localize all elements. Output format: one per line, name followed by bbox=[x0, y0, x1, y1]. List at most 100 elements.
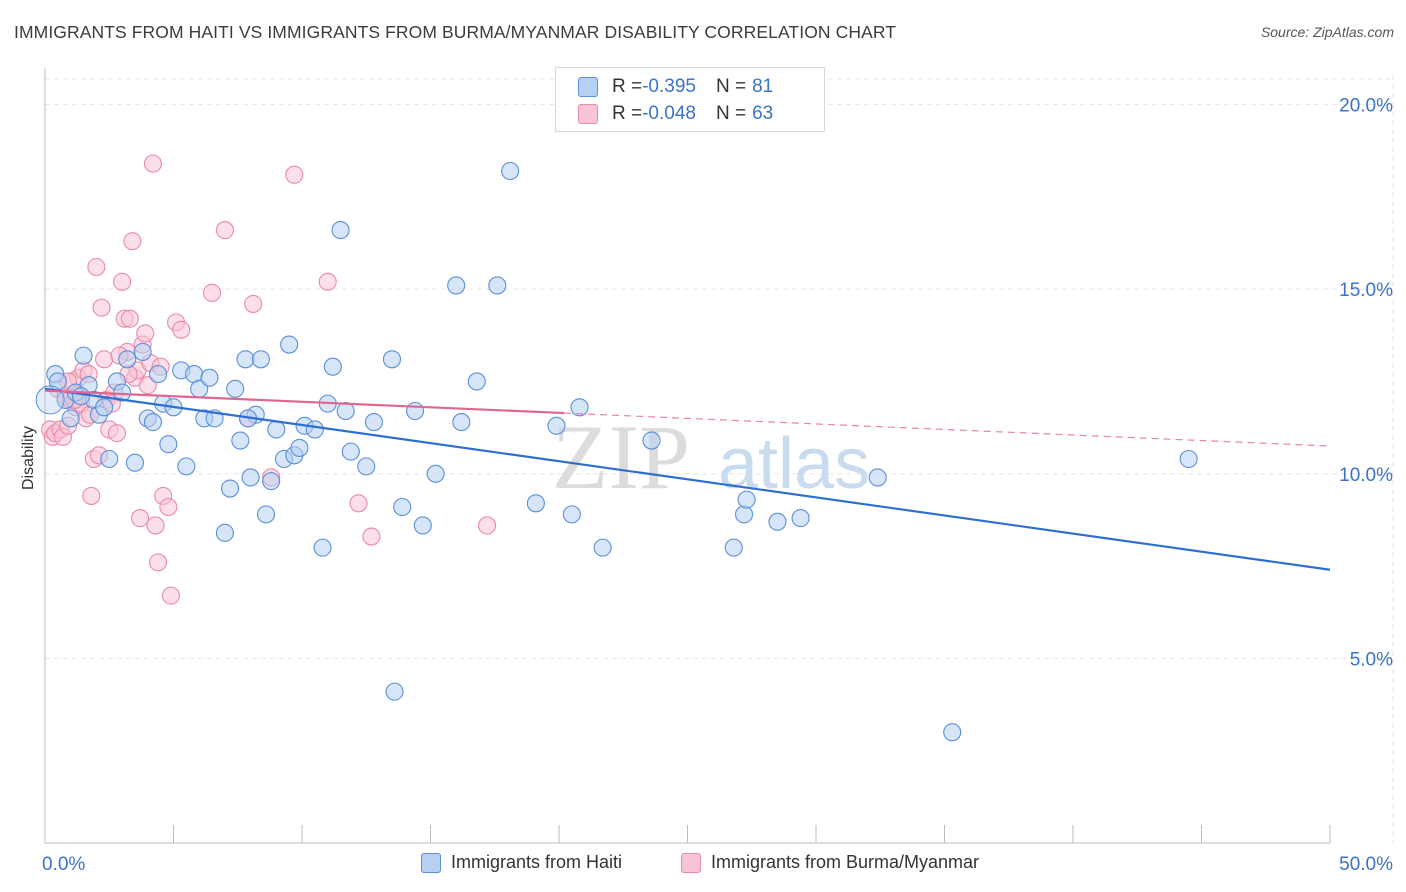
haiti-point-73 bbox=[737, 490, 756, 509]
haiti-point-71 bbox=[724, 538, 743, 557]
haiti-point-37 bbox=[256, 505, 276, 524]
burma-point-46 bbox=[143, 154, 162, 173]
haiti-point-10 bbox=[100, 449, 119, 469]
haiti-point-74 bbox=[768, 512, 787, 531]
haiti-point-45 bbox=[305, 420, 324, 439]
burma-point-45 bbox=[172, 320, 191, 339]
haiti-point-12 bbox=[113, 383, 132, 402]
burma-point-50 bbox=[244, 294, 263, 313]
haiti-point-13 bbox=[118, 350, 137, 369]
burma-point-20 bbox=[92, 298, 111, 317]
haiti-point-9 bbox=[95, 398, 114, 417]
haiti-point-33 bbox=[236, 350, 255, 369]
haiti-point-55 bbox=[385, 682, 404, 701]
legend-burma-swatch bbox=[681, 852, 701, 873]
trend-lines bbox=[44, 387, 1331, 571]
haiti-point-18 bbox=[149, 365, 168, 384]
grid-lines bbox=[45, 75, 1394, 843]
haiti-point-30 bbox=[220, 479, 240, 498]
legend-burma-label: Immigrants from Burma/Myanmar bbox=[711, 852, 980, 872]
haiti-r-value: -0.395 bbox=[642, 76, 696, 97]
haiti-point-17 bbox=[143, 413, 162, 432]
haiti-point-78 bbox=[1179, 449, 1198, 469]
legend-item-burma[interactable]: Immigrants from Burma/Myanmar bbox=[681, 852, 979, 873]
burma-point-53 bbox=[318, 272, 337, 291]
burma-swatch bbox=[578, 104, 598, 124]
x-tick-label-max: 50.0% bbox=[1339, 854, 1393, 875]
haiti-point-15 bbox=[133, 342, 152, 361]
burma-point-21 bbox=[95, 350, 114, 369]
chart-title: IMMIGRANTS FROM HAITI VS IMMIGRANTS FROM… bbox=[14, 22, 897, 42]
burma-point-47 bbox=[203, 283, 222, 302]
haiti-point-23 bbox=[177, 457, 196, 476]
watermark-zip: ZIP bbox=[552, 406, 690, 508]
haiti-point-27 bbox=[200, 368, 219, 387]
haiti-point-57 bbox=[406, 401, 425, 421]
haiti-point-36 bbox=[251, 350, 270, 369]
burma-point-26 bbox=[113, 272, 132, 291]
haiti-point-64 bbox=[501, 161, 520, 181]
correlation-stats-box: R = -0.395 N = 81 R = -0.048 N = 63 bbox=[555, 67, 825, 132]
burma-trend-line-solid bbox=[44, 389, 565, 415]
haiti-point-38 bbox=[262, 472, 281, 491]
axes bbox=[44, 68, 1331, 844]
burma-n-label: N = bbox=[715, 103, 747, 124]
haiti-point-31 bbox=[226, 379, 245, 398]
series-haiti-points bbox=[35, 161, 1198, 742]
burma-point-42 bbox=[159, 497, 178, 517]
haiti-point-63 bbox=[488, 276, 507, 295]
x-tick-label-min: 0.0% bbox=[42, 854, 85, 875]
haiti-point-67 bbox=[562, 505, 581, 524]
haiti-point-68 bbox=[570, 398, 589, 417]
legend-haiti-label: Immigrants from Haiti bbox=[451, 852, 623, 872]
chart-legend: Immigrants from Haiti Immigrants from Bu… bbox=[0, 852, 1406, 878]
watermark-atlas: atlas bbox=[718, 424, 870, 504]
haiti-point-77 bbox=[943, 723, 962, 742]
haiti-point-20 bbox=[159, 435, 178, 454]
burma-point-25 bbox=[107, 424, 127, 443]
haiti-point-65 bbox=[526, 494, 545, 513]
haiti-point-14 bbox=[125, 453, 144, 472]
legend-item-haiti[interactable]: Immigrants from Haiti bbox=[421, 852, 622, 873]
burma-point-16 bbox=[82, 486, 101, 505]
burma-point-52 bbox=[285, 165, 304, 184]
y-tick-label-1: 10.0% bbox=[1339, 465, 1393, 486]
haiti-point-49 bbox=[331, 221, 350, 240]
haiti-point-48 bbox=[323, 357, 342, 376]
burma-point-33 bbox=[131, 509, 150, 528]
haiti-point-5 bbox=[74, 346, 93, 365]
haiti-point-56 bbox=[393, 497, 412, 517]
burma-point-36 bbox=[138, 376, 157, 395]
haiti-swatch bbox=[578, 77, 598, 97]
haiti-trend-line bbox=[44, 387, 1331, 571]
burma-point-18 bbox=[87, 257, 106, 277]
haiti-point-76 bbox=[868, 468, 887, 487]
haiti-point-72 bbox=[734, 505, 754, 524]
haiti-point-51 bbox=[341, 442, 360, 461]
source-label: Source: ZipAtlas.com bbox=[1260, 24, 1394, 40]
burma-r-label: R = bbox=[612, 103, 643, 124]
haiti-point-53 bbox=[364, 413, 384, 432]
haiti-point-61 bbox=[452, 413, 471, 432]
burma-point-30 bbox=[123, 232, 142, 251]
haiti-point-46 bbox=[313, 538, 332, 557]
haiti-point-34 bbox=[241, 468, 260, 487]
haiti-point-75 bbox=[791, 509, 810, 528]
zipatlas-watermark: ZIP atlas bbox=[552, 406, 870, 508]
burma-point-43 bbox=[161, 586, 180, 605]
haiti-point-60 bbox=[447, 276, 466, 295]
haiti-point-62 bbox=[467, 372, 486, 391]
legend-haiti-swatch bbox=[421, 852, 441, 873]
haiti-point-66 bbox=[547, 416, 566, 435]
haiti-point-54 bbox=[382, 350, 402, 369]
haiti-point-41 bbox=[280, 335, 299, 354]
burma-point-48 bbox=[215, 221, 234, 240]
burma-point-56 bbox=[477, 516, 497, 535]
burma-n-value: 63 bbox=[752, 103, 774, 124]
y-tick-label-2: 15.0% bbox=[1339, 280, 1393, 301]
haiti-point-39 bbox=[267, 420, 286, 439]
haiti-n-label: N = bbox=[715, 76, 747, 97]
haiti-point-70 bbox=[642, 431, 661, 450]
y-tick-label-3: 20.0% bbox=[1339, 96, 1393, 117]
